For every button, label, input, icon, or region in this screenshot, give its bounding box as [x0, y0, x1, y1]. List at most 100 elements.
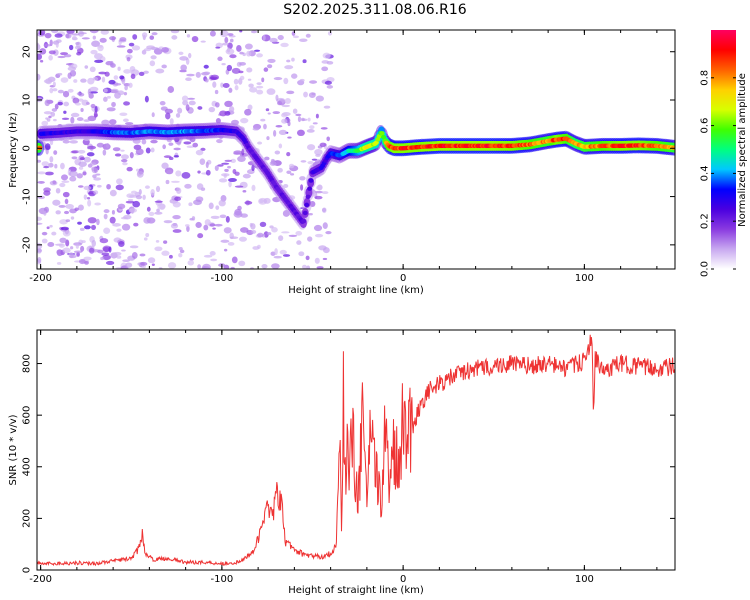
spectrogram-noise-speck — [164, 108, 173, 114]
spectrogram-noise-speck — [41, 161, 50, 167]
spectrogram-noise-speck — [183, 141, 192, 145]
spectrogram-noise-speck — [313, 224, 323, 232]
spectrogram-noise-speck — [129, 194, 138, 198]
spectrogram-noise-speck — [110, 60, 114, 67]
spectrogram-noise-speck — [155, 185, 161, 193]
spectrogram-ridge-core — [381, 134, 387, 140]
spectrogram-noise-speck — [314, 195, 323, 200]
spectrogram-noise-speck — [142, 194, 146, 200]
spectrogram-noise-speck — [196, 183, 204, 190]
spectrogram-noise-speck — [223, 227, 232, 234]
spectrogram-noise-speck — [288, 163, 295, 169]
spectrogram-noise-speck — [53, 118, 57, 122]
spectrogram-noise-speck — [51, 231, 57, 236]
spectrogram-noise-speck — [135, 168, 140, 172]
spectrogram-noise-speck — [102, 254, 111, 261]
spectrogram-noise-speck — [315, 113, 319, 119]
spectrogram-noise-speck — [37, 171, 46, 175]
spectrogram-noise-speck — [135, 195, 143, 200]
spectrogram-noise-speck — [163, 220, 173, 224]
spectrogram-noise-speck — [274, 248, 278, 256]
spectrogram-noise-speck — [203, 224, 209, 231]
spectrogram-noise-speck — [52, 88, 58, 92]
spectrogram-noise-speck — [77, 149, 86, 154]
spectrogram-noise-speck — [64, 54, 72, 58]
spectrogram-noise-speck — [145, 147, 151, 154]
spectrogram-noise-speck — [39, 48, 47, 55]
spectrogram-noise-speck — [185, 77, 192, 82]
spectrogram-noise-speck — [231, 256, 238, 264]
colorbar-tick-label: 0.0 — [700, 261, 711, 277]
spectrogram-noise-speck — [71, 150, 80, 154]
spectrogram-noise-speck — [37, 248, 43, 253]
spectrogram-noise-speck — [154, 200, 163, 203]
figure-title: S202.2025.311.08.06.R16 — [283, 2, 467, 18]
spectrogram-noise-speck — [230, 158, 236, 163]
spectrogram-noise-speck — [37, 181, 45, 184]
spectrogram-noise-speck — [229, 54, 237, 59]
spectrogram-noise-speck — [300, 184, 304, 191]
spectrogram-noise-speck — [305, 33, 311, 38]
spectrogram-noise-speck — [78, 32, 87, 35]
spectrogram-noise-speck — [249, 87, 258, 93]
spectrogram-noise-speck — [215, 205, 220, 210]
spectrogram-y-tick-label: -20 — [22, 237, 33, 253]
spectrogram-noise-speck — [212, 227, 216, 230]
spectrogram-noise-speck — [219, 214, 227, 219]
spectrogram-noise-speck — [151, 112, 155, 118]
spectrogram-noise-speck — [184, 183, 192, 189]
spectrogram-noise-speck — [281, 231, 290, 234]
spectrogram-noise-speck — [264, 156, 270, 161]
spectrogram-noise-speck — [45, 78, 53, 85]
spectrogram-y-label: Frequency (Hz) — [8, 112, 19, 188]
spectrogram-noise-speck — [288, 234, 298, 237]
spectrogram-noise-speck — [182, 100, 189, 106]
spectrogram-noise-speck — [112, 223, 121, 227]
spectrogram-noise-speck — [127, 198, 134, 202]
spectrogram-noise-speck — [148, 211, 155, 217]
colorbar-tick-label: 0.4 — [700, 165, 711, 181]
spectrogram-noise-speck — [87, 146, 92, 150]
spectrogram-noise-speck — [57, 55, 66, 59]
spectrogram-noise-speck — [192, 142, 199, 148]
spectrogram-noise-speck — [136, 170, 144, 178]
spectrogram-noise-speck — [67, 66, 77, 71]
spectrogram-noise-speck — [59, 237, 67, 244]
spectrogram-noise-speck — [63, 210, 70, 215]
spectrogram-noise-speck — [87, 115, 97, 122]
spectrogram-ridge-core — [302, 210, 308, 216]
spectrogram-noise-speck — [291, 73, 298, 79]
spectrogram-noise-speck — [68, 44, 74, 51]
spectrogram-noise-speck — [45, 117, 49, 120]
spectrogram-noise-speck — [188, 100, 196, 106]
spectrogram-noise-speck — [140, 261, 148, 266]
spectrogram-noise-speck — [151, 32, 158, 36]
spectrogram-noise-speck — [199, 158, 206, 166]
spectrogram-noise-speck — [75, 102, 81, 106]
spectrogram-noise-speck — [227, 165, 231, 169]
spectrogram-noise-speck — [247, 78, 252, 81]
snr-x-tick-label: 100 — [575, 574, 594, 585]
spectrogram-y-tick-label: 20 — [22, 45, 33, 58]
spectrogram-noise-speck — [61, 174, 69, 181]
spectrogram-noise-speck — [283, 183, 289, 188]
spectrogram-noise-speck — [49, 156, 54, 163]
spectrogram-noise-speck — [179, 249, 185, 254]
spectrogram-noise-speck — [217, 164, 224, 167]
snr-y-tick-label: 0 — [22, 567, 33, 573]
spectrogram-noise-speck — [130, 190, 138, 194]
spectrogram-noise-speck — [234, 185, 244, 188]
spectrogram-noise-speck — [204, 219, 211, 226]
spectrogram-noise-speck — [55, 210, 61, 215]
spectrogram-noise-speck — [94, 59, 104, 64]
spectrogram-noise-speck — [73, 242, 83, 246]
spectrogram-noise-speck — [314, 149, 323, 156]
spectrogram-noise-speck — [252, 127, 260, 131]
spectrogram-noise-speck — [151, 263, 155, 266]
spectrogram-noise-speck — [240, 117, 249, 124]
spectrogram-noise-speck — [62, 191, 70, 198]
spectrogram-noise-speck — [223, 248, 228, 252]
spectrogram-noise-speck — [109, 119, 117, 125]
spectrogram-noise-speck — [214, 89, 219, 95]
spectrogram-noise-speck — [122, 259, 130, 263]
